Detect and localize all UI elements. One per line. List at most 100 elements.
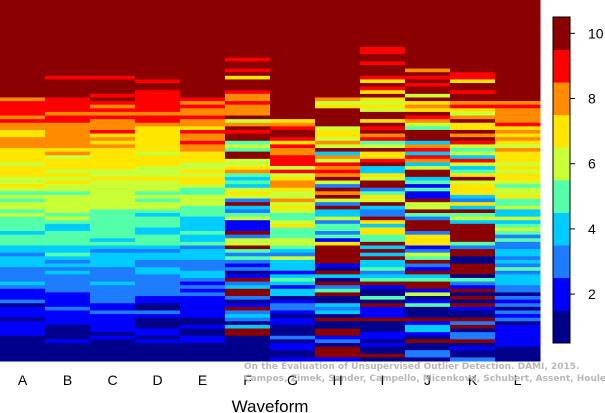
heat-cell-K-39 xyxy=(450,140,496,145)
heat-cell-J-87 xyxy=(405,314,451,319)
heat-cell-C-72 xyxy=(90,259,136,265)
heat-cell-L-62 xyxy=(495,223,541,228)
heat-cell-H-6 xyxy=(315,21,361,26)
heat-cell-F-26 xyxy=(225,93,271,98)
heat-cell-E-95 xyxy=(180,342,226,348)
heat-cell-F-57 xyxy=(225,205,271,210)
heat-cell-D-97 xyxy=(135,350,181,355)
heat-cell-D-69 xyxy=(135,249,181,254)
heat-cell-D-77 xyxy=(135,277,181,283)
heat-cell-F-59 xyxy=(225,212,271,218)
heat-cell-L-29 xyxy=(495,104,541,109)
heat-cell-D-78 xyxy=(135,281,181,286)
heat-cell-H-3 xyxy=(315,10,361,15)
heat-cell-E-81 xyxy=(180,292,226,297)
heat-cell-E-27 xyxy=(180,97,226,102)
heat-cell-G-80 xyxy=(270,288,316,293)
heat-cell-A-47 xyxy=(0,169,46,174)
heat-cell-A-31 xyxy=(0,111,46,117)
heat-cell-J-70 xyxy=(405,252,451,257)
heat-cell-L-56 xyxy=(495,202,541,207)
heat-cell-L-8 xyxy=(495,28,541,33)
heat-cell-B-45 xyxy=(45,162,91,167)
heat-cell-I-7 xyxy=(360,25,406,30)
heat-cell-E-96 xyxy=(180,346,226,351)
heat-cell-F-23 xyxy=(225,83,271,88)
heat-cell-F-24 xyxy=(225,86,271,91)
heat-cell-A-35 xyxy=(0,126,46,131)
x-axis-ticks: A B C D E F G H I J K L xyxy=(18,372,522,388)
heat-cell-A-20 xyxy=(0,72,46,77)
heat-cell-G-49 xyxy=(270,176,316,181)
heat-cell-G-76 xyxy=(270,274,316,279)
heat-cell-B-85 xyxy=(45,306,91,311)
heat-cell-K-4 xyxy=(450,14,496,19)
heat-cell-E-46 xyxy=(180,166,226,171)
heat-cell-G-39 xyxy=(270,140,316,145)
heat-cell-L-43 xyxy=(495,155,541,160)
heat-cell-B-49 xyxy=(45,176,91,181)
heat-cell-K-18 xyxy=(450,64,496,70)
heat-cell-C-66 xyxy=(90,238,136,243)
heat-cell-A-25 xyxy=(0,90,46,95)
heat-cell-C-31 xyxy=(90,111,136,117)
heat-cell-C-96 xyxy=(90,346,136,351)
heat-cell-F-0 xyxy=(225,0,271,5)
heat-cell-I-43 xyxy=(360,155,406,160)
heat-cell-G-48 xyxy=(270,173,316,178)
heat-cell-D-16 xyxy=(135,57,181,62)
heat-cell-G-38 xyxy=(270,137,316,142)
heat-cell-J-51 xyxy=(405,184,451,189)
heat-cell-C-80 xyxy=(90,288,136,293)
heat-cell-A-12 xyxy=(0,43,46,48)
heat-cell-K-7 xyxy=(450,25,496,30)
heat-cell-G-26 xyxy=(270,93,316,98)
heat-cell-J-73 xyxy=(405,263,451,268)
heat-cell-I-51 xyxy=(360,184,406,189)
heat-cell-E-70 xyxy=(180,252,226,257)
heat-cell-K-29 xyxy=(450,104,496,109)
watermark-line-1: On the Evaluation of Unsupervised Outlie… xyxy=(244,362,579,372)
heat-cell-A-43 xyxy=(0,155,46,160)
heat-cell-J-3 xyxy=(405,10,451,15)
heat-cell-A-8 xyxy=(0,28,46,33)
heat-cell-E-61 xyxy=(180,220,226,225)
heat-cell-J-46 xyxy=(405,166,451,171)
heat-cell-L-37 xyxy=(495,133,541,138)
heat-cell-G-87 xyxy=(270,314,316,319)
heat-cell-A-81 xyxy=(0,292,46,297)
heat-cell-C-45 xyxy=(90,162,136,167)
heat-cell-A-88 xyxy=(0,317,46,322)
heat-cell-F-80 xyxy=(225,288,271,293)
heat-cell-H-96 xyxy=(315,346,361,351)
heat-cell-A-90 xyxy=(0,324,46,330)
heat-cell-F-89 xyxy=(225,321,271,326)
heat-cell-E-48 xyxy=(180,173,226,178)
heat-cell-C-87 xyxy=(90,314,136,319)
heat-cell-J-4 xyxy=(405,14,451,19)
heat-cell-E-22 xyxy=(180,79,226,84)
heat-cell-L-19 xyxy=(495,68,541,73)
heat-cell-K-93 xyxy=(450,335,496,340)
heat-cell-K-97 xyxy=(450,350,496,355)
heat-cell-L-80 xyxy=(495,288,541,293)
heat-cell-I-66 xyxy=(360,238,406,243)
heat-cell-G-75 xyxy=(270,270,316,275)
heat-cell-G-51 xyxy=(270,184,316,189)
heat-cell-C-22 xyxy=(90,79,136,84)
heat-cell-E-40 xyxy=(180,144,226,149)
heat-cell-I-44 xyxy=(360,158,406,163)
heat-cell-L-74 xyxy=(495,267,541,272)
heat-cell-C-57 xyxy=(90,205,136,210)
heat-cell-F-53 xyxy=(225,191,271,196)
heat-cell-L-36 xyxy=(495,129,541,135)
heat-cell-L-94 xyxy=(495,339,541,344)
heat-cell-D-84 xyxy=(135,303,181,308)
heat-cell-D-87 xyxy=(135,314,181,319)
heat-cell-J-30 xyxy=(405,108,451,113)
heat-cell-A-49 xyxy=(0,176,46,181)
heat-cell-H-33 xyxy=(315,119,361,124)
heat-cell-L-42 xyxy=(495,151,541,156)
heat-cell-F-54 xyxy=(225,194,271,200)
heat-cell-G-79 xyxy=(270,285,316,290)
